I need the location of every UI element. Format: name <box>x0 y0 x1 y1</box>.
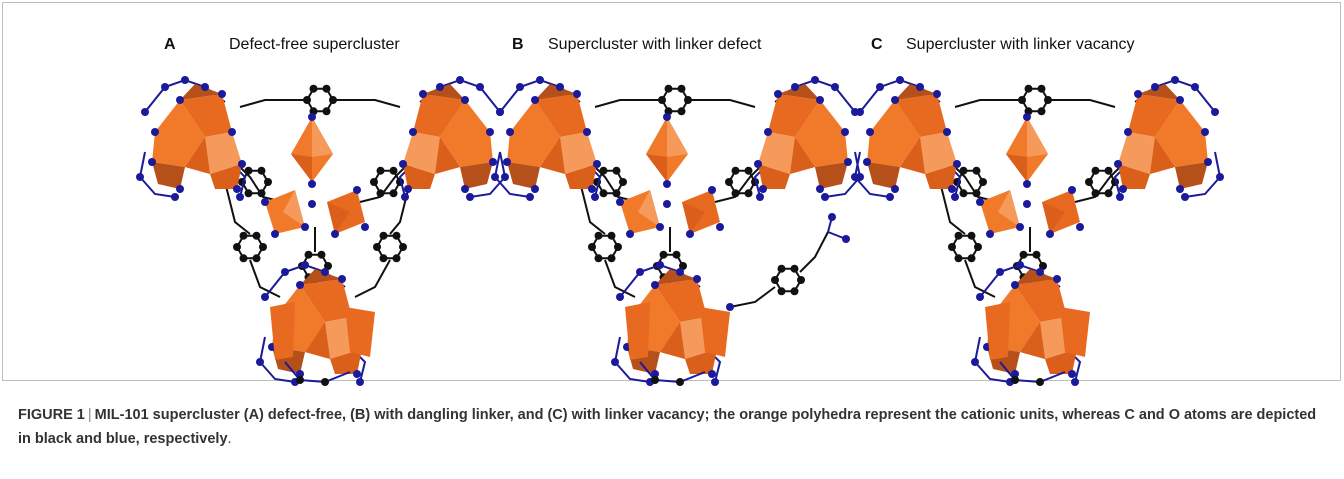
caption-text: MIL-101 supercluster (A) defect-free, (B… <box>18 407 1316 447</box>
panel-letter: A <box>164 36 176 53</box>
caption-end: . <box>228 431 232 447</box>
structure-c <box>851 76 1224 386</box>
panel-letter: B <box>512 36 524 53</box>
caption: FIGURE 1|MIL-101 supercluster (A) defect… <box>18 403 1330 451</box>
panel-title: Defect-free supercluster <box>229 36 400 53</box>
panel-title: Supercluster with linker defect <box>548 36 762 53</box>
caption-label: FIGURE 1 <box>18 407 85 423</box>
structure-b <box>491 76 864 386</box>
panel-title: Supercluster with linker vacancy <box>906 36 1135 53</box>
page: {"panels": [ {"letter": "A", "title": "D… <box>0 0 1344 479</box>
caption-separator: | <box>88 407 92 423</box>
structure-a <box>136 76 509 386</box>
figure: A Defect-free supercluster B Supercluste… <box>0 0 1344 400</box>
panel-letter: C <box>871 36 883 53</box>
